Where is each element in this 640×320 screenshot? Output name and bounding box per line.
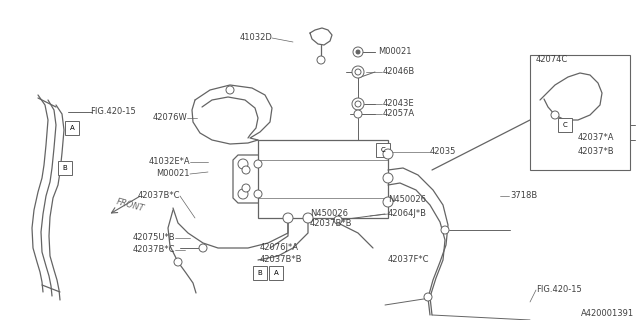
Circle shape [424,293,432,301]
Circle shape [242,184,250,192]
Text: 42064J*B: 42064J*B [388,210,427,219]
Circle shape [317,56,325,64]
Text: 42037*A: 42037*A [578,133,614,142]
Text: 3718B: 3718B [510,191,537,201]
Text: A420001391: A420001391 [581,308,634,317]
Text: 42076J*A: 42076J*A [260,244,299,252]
Circle shape [441,226,449,234]
Circle shape [226,86,234,94]
Text: FRONT: FRONT [115,197,145,213]
Circle shape [355,69,361,75]
Circle shape [551,111,559,119]
Circle shape [238,159,248,169]
Circle shape [352,66,364,78]
Text: B: B [63,165,67,171]
Circle shape [283,213,293,223]
Bar [376,143,390,157]
Circle shape [303,213,313,223]
Bar [65,121,79,135]
Bar [269,266,283,280]
Text: M00021: M00021 [378,47,412,57]
Circle shape [254,190,262,198]
Text: 42074C: 42074C [536,55,568,65]
Circle shape [356,50,360,54]
Circle shape [383,197,393,207]
Bar [253,266,267,280]
Text: 42043E: 42043E [383,100,415,108]
Text: 41032E*A: 41032E*A [148,157,190,166]
Text: 42037*B: 42037*B [578,148,614,156]
Text: 42046B: 42046B [383,68,415,76]
Text: 41032D: 41032D [239,34,272,43]
Text: N450026: N450026 [388,196,426,204]
Circle shape [199,244,207,252]
Text: 42037F*C: 42037F*C [388,255,429,265]
Circle shape [238,189,248,199]
Text: A: A [70,125,74,131]
Circle shape [174,258,182,266]
Circle shape [383,173,393,183]
Text: 42075U*B: 42075U*B [132,234,175,243]
Text: C: C [381,147,385,153]
Text: M00021: M00021 [157,170,190,179]
Text: 42037B*C: 42037B*C [138,191,180,201]
Text: 42037B*C: 42037B*C [132,245,175,254]
Circle shape [355,101,361,107]
Text: C: C [563,122,568,128]
Text: 42037B*B: 42037B*B [260,255,303,265]
Circle shape [242,166,250,174]
Bar [530,55,630,170]
Text: FIG.420-15: FIG.420-15 [90,108,136,116]
Circle shape [254,160,262,168]
Text: B: B [258,270,262,276]
Bar [558,118,572,132]
Circle shape [354,110,362,118]
Bar [258,140,388,218]
Text: 42057A: 42057A [383,109,415,118]
Text: FIG.420-15: FIG.420-15 [536,285,582,294]
Text: 42037B*B: 42037B*B [310,220,353,228]
Circle shape [352,98,364,110]
Text: N450026: N450026 [310,210,348,219]
Text: 42035: 42035 [430,148,456,156]
Bar [58,161,72,175]
Circle shape [383,149,393,159]
Text: A: A [274,270,278,276]
Circle shape [334,216,342,224]
Text: 42076W: 42076W [152,114,187,123]
Circle shape [353,47,363,57]
